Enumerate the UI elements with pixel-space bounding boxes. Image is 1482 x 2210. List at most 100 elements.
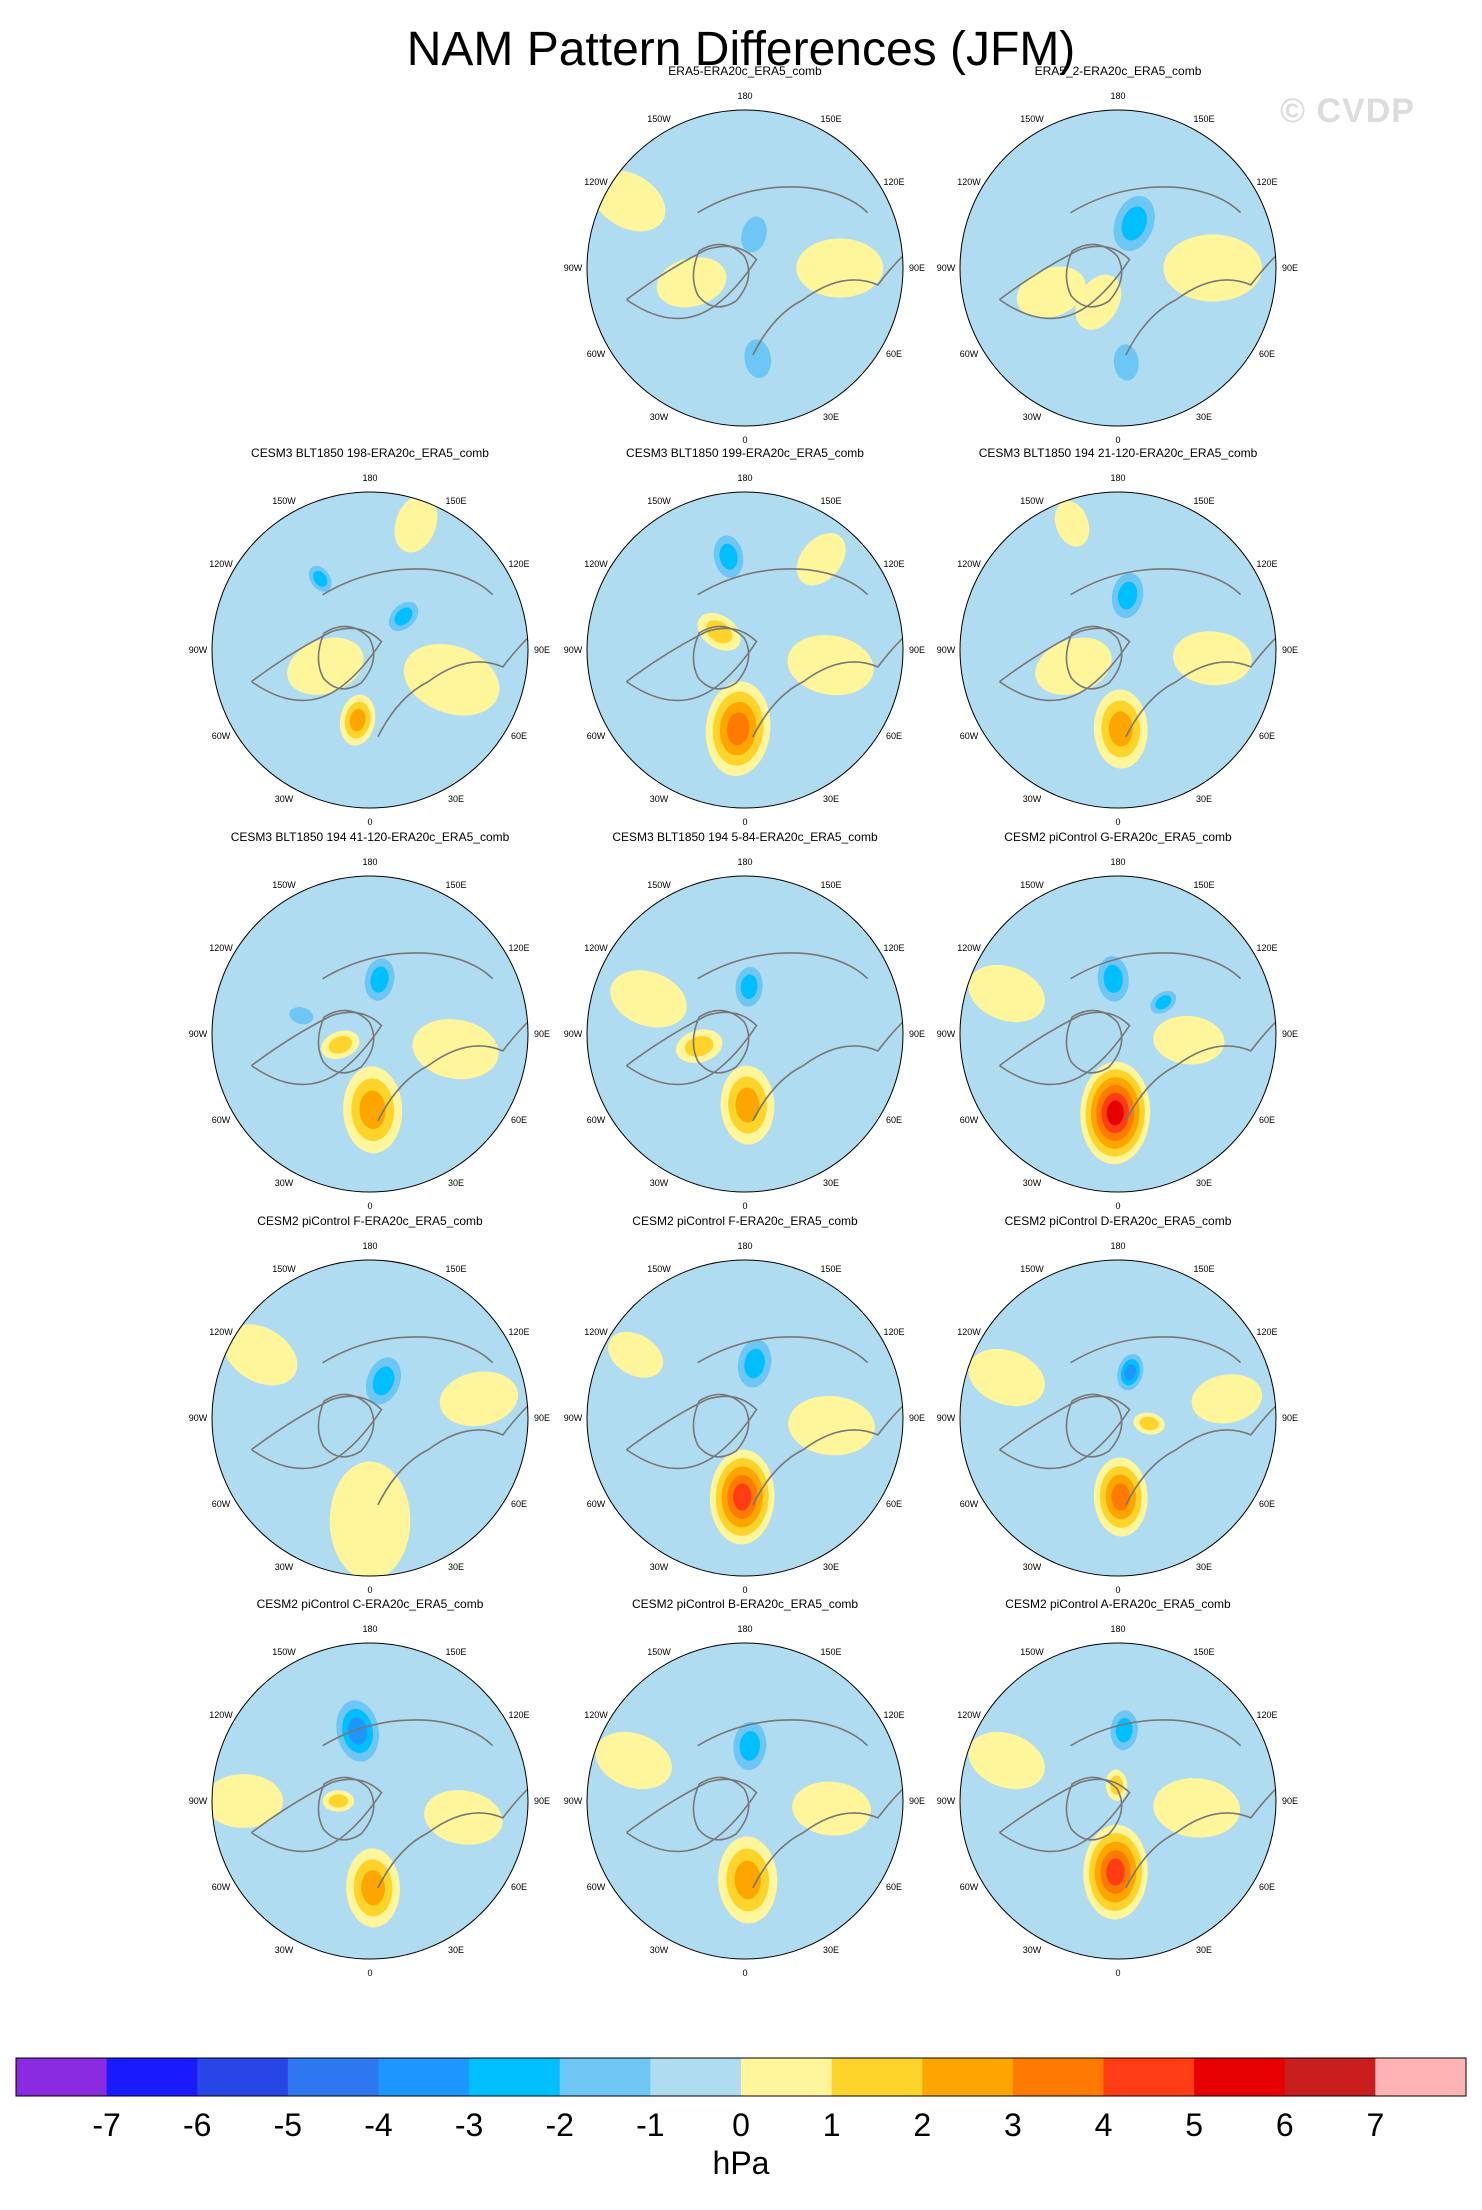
map-disk [587,1260,903,1576]
coastline-eurasia [377,1365,528,1506]
longitude-label: 30W [1023,1945,1042,1955]
map-border [211,875,529,1193]
anomaly-contour [1075,274,1122,330]
longitude-label: 120W [209,559,233,569]
longitude-label: 120W [957,943,981,953]
map-disk [212,1643,528,1959]
longitude-label: 30W [1023,794,1042,804]
longitude-label: 150W [647,1264,671,1274]
longitude-label: 0 [367,1968,372,1978]
panel-title: CESM2 piControl F-ERA20c_ERA5_comb [632,1214,858,1228]
panel-title: CESM2 piControl D-ERA20c_ERA5_comb [1005,1214,1232,1228]
map-panel: ERA5_2-ERA20c_ERA5_comb 180 150E 120E 90E 60E… [937,64,1298,445]
map-panel: CESM2 piControl F-ERA20c_ERA5_comb 180 150… [189,1214,550,1595]
longitude-label: 150W [272,496,296,506]
longitude-label: 120E [508,1710,529,1720]
map-panel: CESM3 BLT1850 199-ERA20c_ERA5_comb 180 150… [564,446,925,827]
coastlines [251,568,528,738]
coastline-bering [1070,1719,1242,1747]
anomaly-contour [1054,500,1090,547]
colorbar-tick-label: -3 [455,2107,483,2143]
anomaly-contour [1121,206,1147,241]
longitude-label: 60E [886,1882,902,1892]
longitude-label: 30E [1196,1562,1212,1572]
map-panel-grid: ERA5-ERA20c_ERA5_comb 180 150E 120E 90E 60E 30… [189,64,1298,1978]
longitude-label: 30W [650,1945,669,1955]
colorbar-swatch [197,2058,289,2096]
map-border [959,491,1277,809]
colorbar-tick-label: 3 [1004,2107,1022,2143]
longitude-label: 90W [189,1796,208,1806]
anomaly-contour [1111,1483,1131,1511]
coastline-bering [322,952,494,980]
map-disk [587,110,903,426]
panel-title: CESM3 BLT1850 194 21-120-ERA20c_ERA5_com… [979,446,1258,460]
map-panel: CESM2 piControl C-ERA20c_ERA5_comb 180 150… [189,1597,550,1978]
longitude-label: 60E [1259,1115,1275,1125]
coastline-north-america [999,1395,1131,1470]
anomaly-contour [328,1794,349,1808]
longitude-label: 90W [937,645,956,655]
longitude-label: 0 [742,817,747,827]
colorbar-tick-label: 7 [1366,2107,1384,2143]
longitude-label: 30W [1023,1178,1042,1188]
coastline-north-america [626,1011,758,1086]
coastlines [251,952,528,1122]
longitude-label: 150E [1193,114,1214,124]
anomaly-contour [424,1790,503,1845]
coastline-north-america [626,627,758,702]
longitude-label: 30W [650,1562,669,1572]
anomaly-contour [719,543,738,570]
longitude-label: 90E [1282,645,1298,655]
map-disk [960,876,1276,1192]
longitude-label: 120E [1256,559,1277,569]
colorbar-swatch [1375,2058,1467,2096]
longitude-label: 90E [534,1029,550,1039]
anomaly-contour [1124,1364,1137,1381]
longitude-label: 90E [534,1796,550,1806]
longitude-label: 120W [209,943,233,953]
colorbar-swatch [16,2058,108,2096]
anomaly-contour [328,1035,353,1054]
longitude-label: 150E [445,1647,466,1657]
colorbar-tick-label: 1 [823,2107,841,2143]
coastline-bering [697,952,869,980]
anomaly-contour [370,966,389,993]
anomaly-contour [223,1324,298,1386]
longitude-label: 30E [823,1945,839,1955]
longitude-label: 120E [1256,1710,1277,1720]
coastlines [251,1336,528,1506]
panel-title: CESM3 BLT1850 199-ERA20c_ERA5_comb [626,446,864,460]
colorbar-swatch [831,2058,923,2096]
map-panel: CESM2 piControl A-ERA20c_ERA5_comb 180 150… [937,1597,1298,1978]
longitude-label: 150E [445,496,466,506]
longitude-label: 60E [1259,1499,1275,1509]
map-border [959,875,1277,1193]
longitude-label: 120E [883,177,904,187]
longitude-label: 180 [1110,91,1125,101]
figure-title: NAM Pattern Differences (JFM) [406,23,1076,76]
map-border [211,1642,529,1960]
anomaly-contour [1153,1015,1225,1065]
longitude-label: 0 [742,435,747,445]
longitude-label: 90W [189,1413,208,1423]
longitude-label: 120E [1256,1327,1277,1337]
anomaly-contour [372,1366,395,1396]
longitude-label: 150W [1020,880,1044,890]
anomaly-contour [1155,995,1172,1010]
coastline-bering [1070,186,1242,214]
map-border [586,1259,904,1577]
anomaly-contour [412,1019,499,1080]
longitude-label: 90E [1282,1796,1298,1806]
longitude-label: 120W [584,559,608,569]
longitude-label: 120E [883,943,904,953]
anomaly-contour [968,1731,1045,1790]
longitude-label: 30E [823,412,839,422]
coastlines [999,1719,1276,1889]
map-disk [212,492,528,808]
longitude-label: 60W [212,1499,231,1509]
colorbar-swatch [469,2058,561,2096]
longitude-label: 90E [1282,1029,1298,1039]
longitude-label: 120E [883,1327,904,1337]
anomaly-contour [656,257,727,308]
